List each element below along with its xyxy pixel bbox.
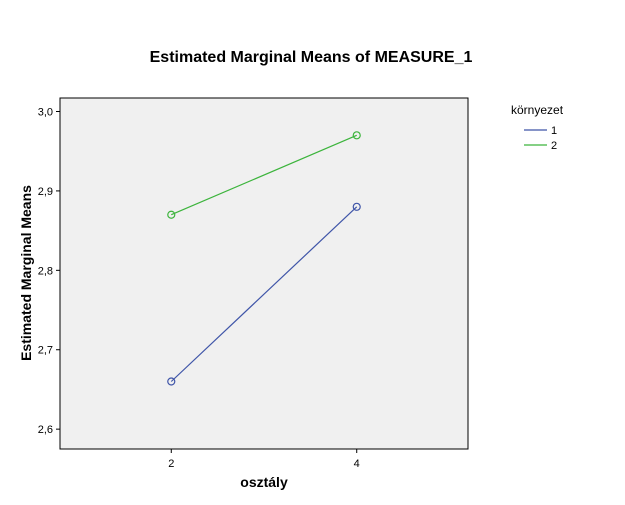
x-axis-label: osztály bbox=[240, 474, 288, 490]
x-tick-label: 2 bbox=[168, 458, 174, 470]
chart-title: Estimated Marginal Means of MEASURE_1 bbox=[150, 49, 473, 66]
series-layer bbox=[167, 131, 361, 386]
y-axis: 2,6 2,7 2,8 2,9 3,0 bbox=[38, 107, 60, 436]
y-tick-label: 2,7 bbox=[38, 345, 53, 357]
y-tick-label: 2,8 bbox=[38, 265, 53, 277]
plot-area bbox=[59, 97, 469, 450]
series-2-point bbox=[352, 131, 361, 140]
legend: környezet 1 2 bbox=[511, 103, 564, 152]
y-tick-label: 3,0 bbox=[38, 107, 53, 119]
series-2-line bbox=[171, 134, 357, 216]
series-1-point bbox=[167, 377, 176, 386]
x-tick-label: 4 bbox=[354, 458, 360, 470]
series-2-point bbox=[167, 210, 176, 219]
series-1-point bbox=[352, 202, 361, 211]
y-axis-label: Estimated Marginal Means bbox=[18, 185, 34, 361]
y-tick-label: 2,6 bbox=[38, 424, 53, 436]
series-1-line bbox=[170, 206, 358, 382]
legend-title: környezet bbox=[511, 103, 564, 117]
legend-label-1: 1 bbox=[551, 125, 557, 137]
legend-label-2: 2 bbox=[551, 140, 557, 152]
y-tick-label: 2,9 bbox=[38, 186, 53, 198]
